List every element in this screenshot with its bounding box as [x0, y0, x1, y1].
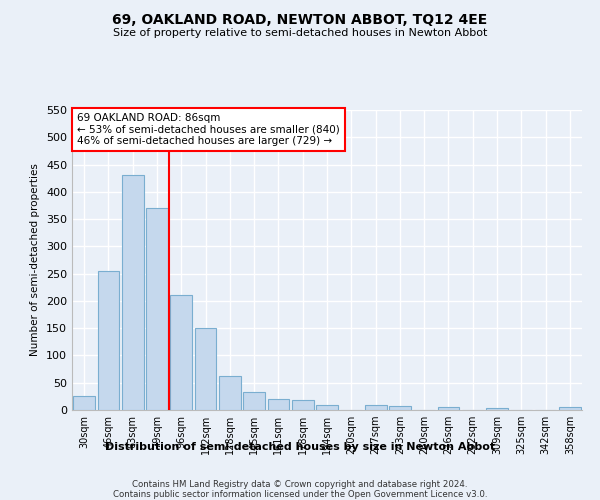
- Bar: [243, 392, 265, 410]
- Text: Contains HM Land Registry data © Crown copyright and database right 2024.: Contains HM Land Registry data © Crown c…: [132, 480, 468, 489]
- Y-axis label: Number of semi-detached properties: Number of semi-detached properties: [31, 164, 40, 356]
- Text: 69, OAKLAND ROAD, NEWTON ABBOT, TQ12 4EE: 69, OAKLAND ROAD, NEWTON ABBOT, TQ12 4EE: [112, 12, 488, 26]
- Bar: [486, 408, 508, 410]
- Bar: [194, 328, 217, 410]
- Bar: [73, 396, 95, 410]
- Bar: [219, 376, 241, 410]
- Bar: [292, 400, 314, 410]
- Bar: [122, 176, 143, 410]
- Bar: [146, 208, 168, 410]
- Text: Contains public sector information licensed under the Open Government Licence v3: Contains public sector information licen…: [113, 490, 487, 499]
- Text: Size of property relative to semi-detached houses in Newton Abbot: Size of property relative to semi-detach…: [113, 28, 487, 38]
- Bar: [268, 399, 289, 410]
- Bar: [389, 406, 411, 410]
- Text: Distribution of semi-detached houses by size in Newton Abbot: Distribution of semi-detached houses by …: [105, 442, 495, 452]
- Bar: [365, 404, 386, 410]
- Bar: [170, 296, 192, 410]
- Text: 69 OAKLAND ROAD: 86sqm
← 53% of semi-detached houses are smaller (840)
46% of se: 69 OAKLAND ROAD: 86sqm ← 53% of semi-det…: [77, 113, 340, 146]
- Bar: [316, 405, 338, 410]
- Bar: [559, 406, 581, 410]
- Bar: [97, 272, 119, 410]
- Bar: [437, 408, 460, 410]
